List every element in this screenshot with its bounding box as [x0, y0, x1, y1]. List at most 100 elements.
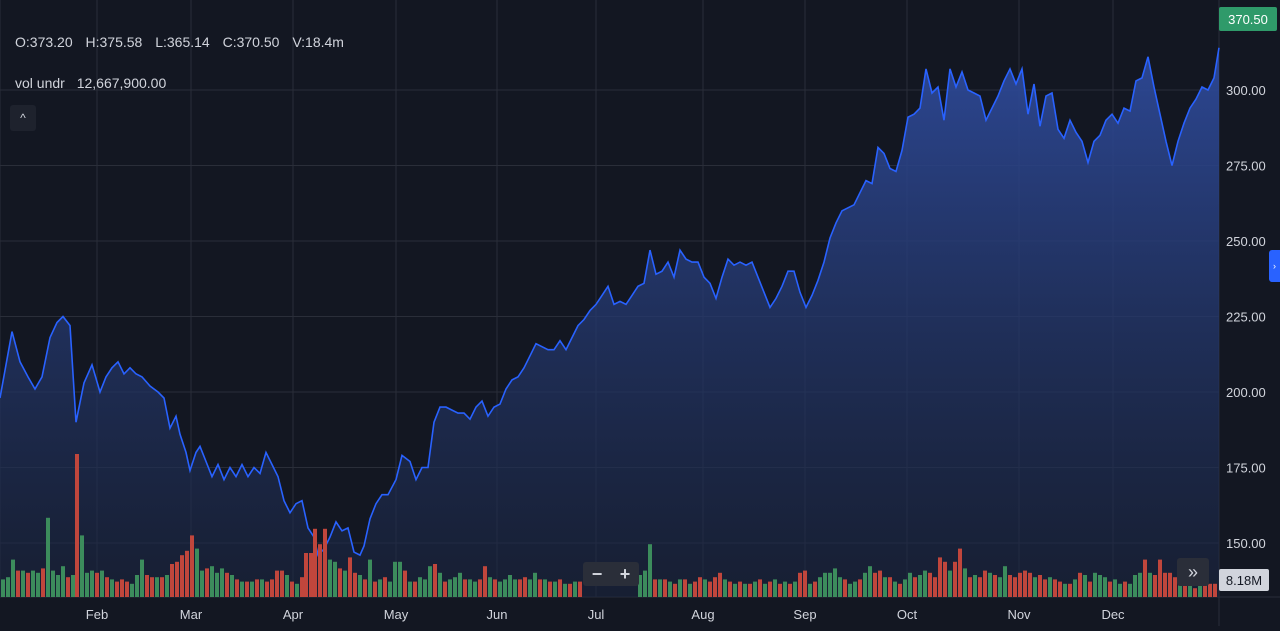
volume-bar — [758, 579, 762, 597]
volume-bar — [71, 575, 75, 597]
volume-bar — [1083, 575, 1087, 597]
volume-bar — [115, 581, 119, 597]
volume-bar — [538, 579, 542, 597]
volume-bar — [533, 572, 537, 597]
volume-bar — [808, 583, 812, 597]
price-area-fill — [0, 47, 1219, 597]
volume-bar — [1168, 572, 1172, 597]
volume-bar — [1063, 583, 1067, 597]
volume-bar — [763, 583, 767, 597]
volume-bar — [225, 572, 229, 597]
volume-bar — [838, 577, 842, 597]
volume-bar — [323, 528, 327, 597]
volume-bar — [923, 570, 927, 597]
volume-bar — [1073, 579, 1077, 597]
price-tick-label: 150.00 — [1226, 536, 1266, 551]
volume-bar — [768, 581, 772, 597]
scroll-to-realtime-button[interactable]: » — [1177, 558, 1209, 586]
time-axis: Feb Mar Apr May Jun Jul Aug Sep Oct Nov Dec — [86, 607, 1125, 622]
volume-bar — [1088, 581, 1092, 597]
volume-bar — [813, 581, 817, 597]
volume-bar — [140, 559, 144, 597]
volume-bar — [498, 581, 502, 597]
volume-bar — [348, 557, 352, 597]
volume-bar — [260, 579, 264, 597]
ohlc-open: O:373.20 — [15, 34, 73, 50]
price-scale-handle[interactable]: › — [1269, 250, 1280, 282]
volume-bar — [573, 581, 577, 597]
volume-bar — [373, 581, 377, 597]
zoom-in-button[interactable]: + — [619, 563, 631, 584]
area-layer — [0, 47, 1220, 597]
volume-bar — [1133, 575, 1137, 597]
volume-bar — [508, 575, 512, 597]
volume-bar — [300, 577, 304, 597]
volume-bar — [978, 577, 982, 597]
volume-bar — [908, 572, 912, 597]
volume-bar — [215, 572, 219, 597]
volume-bar — [1128, 583, 1132, 597]
price-tick-label: 275.00 — [1226, 159, 1266, 174]
volume-bar — [388, 581, 392, 597]
volume-bar — [928, 572, 932, 597]
volume-bar — [483, 566, 487, 597]
volume-indicator-label: vol undr — [15, 75, 65, 91]
volume-bar — [918, 575, 922, 597]
volume-bar — [963, 568, 967, 597]
volume-bar — [873, 572, 877, 597]
volume-bar — [95, 572, 99, 597]
volume-bar — [933, 577, 937, 597]
ohlc-close: C:370.50 — [222, 34, 280, 50]
volume-bar — [21, 570, 25, 597]
volume-indicator-legend[interactable]: vol undr 12,667,900.00 — [15, 75, 174, 91]
volume-bar — [1028, 572, 1032, 597]
volume-bar — [903, 579, 907, 597]
volume-bar — [41, 568, 45, 597]
volume-bar — [1068, 583, 1072, 597]
volume-bar — [175, 561, 179, 597]
volume-bar — [543, 579, 547, 597]
volume-bar — [1033, 577, 1037, 597]
volume-bar — [518, 579, 522, 597]
volume-bar — [46, 517, 50, 597]
volume-bar — [36, 572, 40, 597]
volume-bar — [943, 561, 947, 597]
volume-bar — [255, 579, 259, 597]
volume-bar — [145, 575, 149, 597]
price-axis: 150.00 175.00 200.00 225.00 250.00 275.00 300.… — [1226, 83, 1266, 551]
volume-bar — [733, 583, 737, 597]
volume-bar — [433, 564, 437, 597]
volume-bar — [748, 583, 752, 597]
volume-bar — [448, 579, 452, 597]
volume-bar — [130, 583, 134, 597]
volume-bar — [56, 575, 60, 597]
volume-bar — [190, 535, 194, 597]
volume-bar — [443, 581, 447, 597]
collapse-legend-button[interactable]: ^ — [10, 105, 36, 131]
volume-bar — [1138, 572, 1142, 597]
volume-bar — [1198, 583, 1202, 597]
volume-bar — [503, 579, 507, 597]
volume-bar — [6, 577, 10, 597]
time-tick-label: Oct — [897, 607, 918, 622]
volume-bar — [110, 579, 114, 597]
volume-bar — [1178, 583, 1182, 597]
time-tick-label: May — [384, 607, 409, 622]
time-tick-label: Apr — [283, 607, 304, 622]
volume-bar — [1048, 577, 1052, 597]
volume-indicator-value: 12,667,900.00 — [76, 75, 167, 91]
volume-bar — [290, 581, 294, 597]
volume-bar — [428, 566, 432, 597]
zoom-out-button[interactable]: − — [591, 563, 603, 584]
volume-bar — [683, 579, 687, 597]
volume-bar — [295, 583, 299, 597]
volume-bar — [803, 570, 807, 597]
volume-bar — [309, 553, 313, 597]
volume-bar — [338, 568, 342, 597]
volume-bar — [848, 583, 852, 597]
volume-bar — [1003, 566, 1007, 597]
volume-bar — [1108, 581, 1112, 597]
volume-bar — [413, 581, 417, 597]
